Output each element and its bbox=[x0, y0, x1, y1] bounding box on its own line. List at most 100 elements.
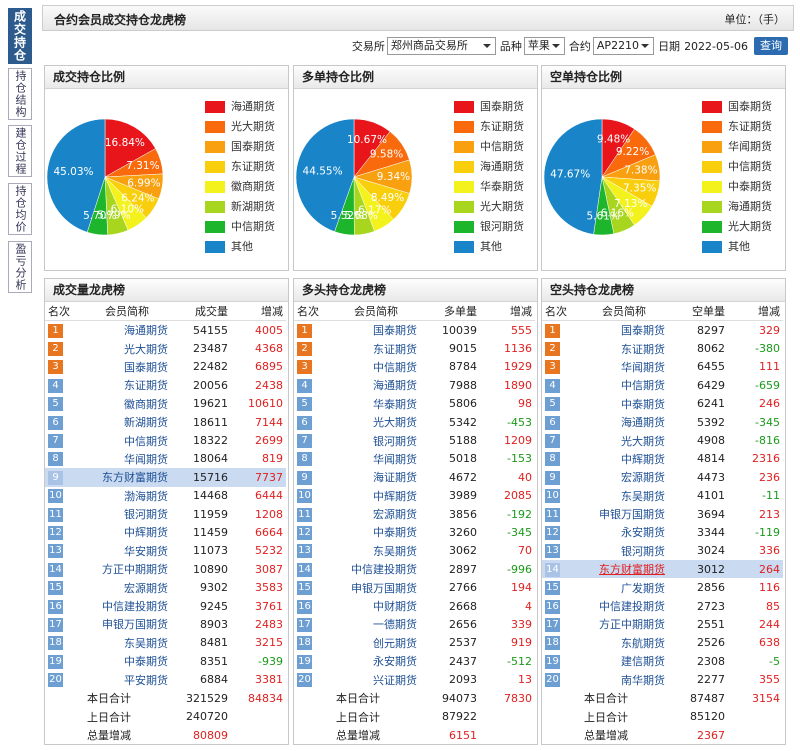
slice-label: 45.03% bbox=[53, 166, 93, 178]
member-name[interactable]: 中辉期货 bbox=[373, 489, 417, 503]
volume: 9302 bbox=[200, 581, 228, 595]
member-name[interactable]: 东吴期货 bbox=[621, 489, 665, 503]
legend-label: 国泰期货 bbox=[480, 99, 524, 113]
contract-select[interactable]: AP2210 bbox=[592, 37, 655, 55]
member-name[interactable]: 海通期货 bbox=[621, 416, 665, 430]
member-name[interactable]: 华泰期货 bbox=[373, 397, 417, 411]
member-name[interactable]: 申银万国期货 bbox=[102, 618, 168, 632]
member-name[interactable]: 中信建投期货 bbox=[599, 600, 665, 614]
tab[interactable]: 建仓过程 bbox=[8, 125, 32, 177]
member-name[interactable]: 光大期货 bbox=[621, 434, 665, 448]
member-name[interactable]: 中泰期货 bbox=[373, 526, 417, 540]
member-name[interactable]: 东证期货 bbox=[373, 342, 417, 356]
member-name[interactable]: 中信建投期货 bbox=[351, 563, 417, 577]
member-name[interactable]: 创元期货 bbox=[373, 636, 417, 650]
member-name[interactable]: 南华期货 bbox=[621, 673, 665, 687]
search-button[interactable]: 查询 bbox=[754, 37, 788, 55]
member-name[interactable]: 海通期货 bbox=[124, 324, 168, 338]
change: 111 bbox=[759, 360, 780, 374]
member-name[interactable]: 银河期货 bbox=[373, 434, 417, 448]
volume: 2093 bbox=[449, 673, 477, 687]
rank-badge: 9 bbox=[297, 470, 312, 485]
member-name[interactable]: 中财期货 bbox=[373, 600, 417, 614]
member-name[interactable]: 中泰期货 bbox=[621, 397, 665, 411]
member-name[interactable]: 银河期货 bbox=[621, 544, 665, 558]
member-name[interactable]: 新湖期货 bbox=[124, 416, 168, 430]
member-name[interactable]: 国泰期货 bbox=[124, 360, 168, 374]
member-name[interactable]: 徽商期货 bbox=[124, 397, 168, 411]
member-name[interactable]: 东吴期货 bbox=[124, 636, 168, 650]
member-name[interactable]: 方正中期期货 bbox=[599, 618, 665, 632]
member-name[interactable]: 华闻期货 bbox=[124, 452, 168, 466]
member-name[interactable]: 中信期货 bbox=[373, 360, 417, 374]
rank-cell: 19 bbox=[542, 652, 580, 670]
member-name[interactable]: 方正中期期货 bbox=[102, 563, 168, 577]
page-title: 合约会员成交持仓龙虎榜 bbox=[54, 13, 187, 27]
member-name[interactable]: 光大期货 bbox=[373, 416, 417, 430]
tab[interactable]: 持仓结构 bbox=[8, 68, 32, 120]
member-name[interactable]: 光大期货 bbox=[124, 342, 168, 356]
member-name[interactable]: 建信期货 bbox=[621, 655, 665, 669]
volume: 2856 bbox=[697, 581, 725, 595]
member-name[interactable]: 中信期货 bbox=[621, 379, 665, 393]
change: 10610 bbox=[248, 397, 283, 411]
member-name[interactable]: 海通期货 bbox=[373, 379, 417, 393]
member-name[interactable]: 兴证期货 bbox=[373, 673, 417, 687]
rank-badge: 5 bbox=[297, 397, 312, 412]
member-name[interactable]: 东证期货 bbox=[621, 342, 665, 356]
member-name[interactable]: 国泰期货 bbox=[621, 324, 665, 338]
slice-label: 7.13% bbox=[614, 198, 647, 210]
change: 1890 bbox=[504, 378, 532, 392]
member-name[interactable]: 中辉期货 bbox=[124, 526, 168, 540]
rank-badge: 17 bbox=[545, 617, 560, 632]
product-select[interactable]: 苹果 bbox=[523, 37, 565, 55]
member-name[interactable]: 海证期货 bbox=[373, 471, 417, 485]
member-name[interactable]: 东方财富期货 bbox=[83, 468, 171, 487]
member-name[interactable]: 华安期货 bbox=[124, 544, 168, 558]
member-name[interactable]: 中信建投期货 bbox=[102, 600, 168, 614]
member-name[interactable]: 华闻期货 bbox=[621, 360, 665, 374]
rank-badge: 7 bbox=[545, 434, 560, 449]
pie-chart: 16.84% 7.31% 6.99% 6.24%6.10%5.79%5.70% 45.0… bbox=[46, 99, 275, 253]
member-name[interactable]: 平安期货 bbox=[124, 673, 168, 687]
member-name[interactable]: 银河期货 bbox=[124, 508, 168, 522]
member-name[interactable]: 中辉期货 bbox=[621, 452, 665, 466]
volume: 5188 bbox=[449, 434, 477, 448]
member-name[interactable]: 中泰期货 bbox=[124, 655, 168, 669]
change: 329 bbox=[759, 323, 780, 337]
member-name[interactable]: 东吴期货 bbox=[373, 544, 417, 558]
member-name[interactable]: 国泰期货 bbox=[373, 324, 417, 338]
member-name[interactable]: 宏源期货 bbox=[621, 471, 665, 485]
member-name[interactable]: 申银万国期货 bbox=[351, 581, 417, 595]
slice-label: 6.17% bbox=[358, 205, 391, 217]
member-name[interactable]: 华闻期货 bbox=[373, 452, 417, 466]
member-name[interactable]: 广发期货 bbox=[621, 581, 665, 595]
column-header: 名次 bbox=[294, 302, 332, 321]
member-name[interactable]: 东航期货 bbox=[621, 636, 665, 650]
tab[interactable]: 成交持仓 bbox=[8, 8, 32, 64]
rank-badge: 12 bbox=[545, 525, 560, 540]
exchange-select[interactable]: 郑州商品交易所 bbox=[386, 37, 496, 55]
table-row: 18 创元期货 2537 919 bbox=[294, 634, 535, 652]
member-name[interactable]: 宏源期货 bbox=[373, 508, 417, 522]
member-name[interactable]: 宏源期货 bbox=[124, 581, 168, 595]
member-name[interactable]: 申银万国期货 bbox=[599, 508, 665, 522]
member-name[interactable]: 一德期货 bbox=[373, 618, 417, 632]
change: 264 bbox=[728, 560, 783, 579]
date[interactable]: 2022-05-06 bbox=[684, 39, 748, 53]
legend-swatch bbox=[702, 101, 722, 113]
legend-swatch bbox=[702, 221, 722, 233]
tab[interactable]: 盈亏分析 bbox=[8, 241, 32, 293]
member-name[interactable]: 东方财富期货 bbox=[580, 560, 668, 579]
rank-badge: 11 bbox=[297, 507, 312, 522]
member-name[interactable]: 渤海期货 bbox=[124, 489, 168, 503]
total-value: 240720 bbox=[186, 710, 228, 724]
tab[interactable]: 持仓均价 bbox=[8, 183, 32, 235]
member-name[interactable]: 中信期货 bbox=[124, 434, 168, 448]
member-name[interactable]: 永安期货 bbox=[621, 526, 665, 540]
member-name[interactable]: 东证期货 bbox=[124, 379, 168, 393]
rank-badge: 19 bbox=[48, 654, 63, 669]
slice-label: 5.52% bbox=[331, 210, 364, 222]
member-name[interactable]: 永安期货 bbox=[373, 655, 417, 669]
rank-badge: 11 bbox=[545, 507, 560, 522]
